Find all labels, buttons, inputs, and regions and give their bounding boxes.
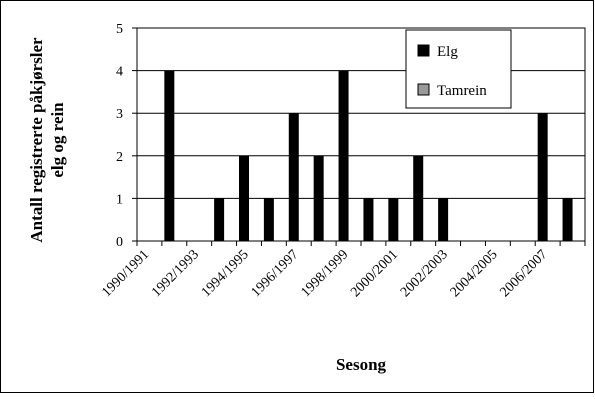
y-axis-title-line-2: elg og rein — [48, 102, 67, 178]
y-tick-label: 1 — [116, 192, 123, 207]
bar-elg-1999-2000 — [363, 198, 374, 241]
bar-elg-2002-2003 — [438, 198, 449, 241]
bars — [164, 70, 573, 241]
y-tick-label: 4 — [116, 65, 123, 80]
bar-elg-1994-1995 — [239, 155, 249, 241]
legend-label-elg: Elg — [437, 44, 458, 60]
bar-elg-1996-1997 — [288, 113, 299, 241]
bar-elg-2007-2008 — [562, 198, 573, 241]
bar-elg-1998-1999 — [338, 70, 349, 241]
bar-elg-2000-2001 — [388, 198, 399, 241]
legend: Elg Tamrein — [405, 29, 512, 109]
y-axis-ticks: 0 1 2 3 4 5 — [116, 22, 137, 250]
bar-elg-2001-2002 — [413, 155, 424, 241]
y-tick-label: 3 — [116, 107, 123, 122]
bar-elg-1991-1992 — [164, 70, 175, 241]
y-axis-title: Antall registrerte påkjørsler elg og rei… — [27, 37, 67, 243]
y-axis-title-line-1: Antall registrerte påkjørsler — [27, 37, 46, 243]
bar-elg-1995-1996 — [263, 198, 274, 241]
bar-elg-1993-1994 — [214, 198, 225, 241]
legend-swatch-elg — [417, 44, 430, 57]
grid-lines — [137, 27, 585, 199]
y-tick-label: 5 — [116, 22, 123, 37]
y-tick-label: 2 — [116, 150, 123, 165]
legend-swatch-tamrein — [417, 83, 430, 96]
x-axis-title: Sesong — [336, 355, 387, 374]
bar-elg-2006-2007 — [537, 113, 548, 241]
bar-elg-1997-1998 — [313, 155, 324, 241]
y-tick-label: 0 — [116, 235, 123, 250]
legend-label-tamrein: Tamrein — [437, 83, 487, 99]
